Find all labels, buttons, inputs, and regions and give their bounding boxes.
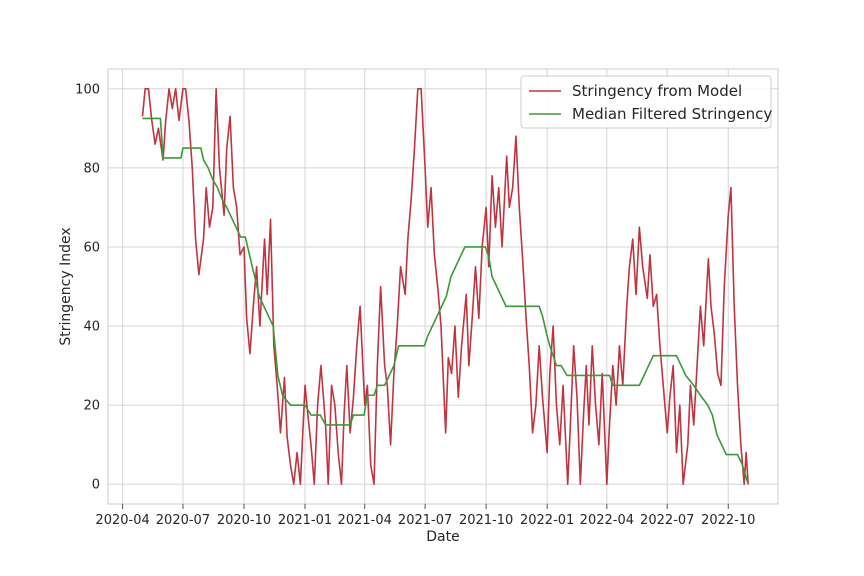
y-tick-label: 0 <box>92 478 100 493</box>
y-tick-label: 100 <box>75 82 100 97</box>
x-tick-label: 2022-01 <box>520 513 574 528</box>
x-tick-label: 2022-07 <box>640 513 694 528</box>
x-tick-label: 2021-07 <box>398 513 452 528</box>
x-tick-label: 2022-04 <box>580 513 634 528</box>
y-axis-title: Stringency Index <box>58 227 74 345</box>
y-axis: 0 20 40 60 80 100 <box>75 82 100 492</box>
legend-label-median: Median Filtered Stringency <box>572 105 772 123</box>
y-tick-label: 60 <box>83 240 100 255</box>
legend-box <box>520 75 772 129</box>
x-tick-label: 2020-10 <box>217 513 271 528</box>
x-tick-label: 2021-10 <box>459 513 513 528</box>
x-axis: 2020-04 2020-07 2020-10 2021-01 2021-04 2021-… <box>95 504 755 528</box>
y-tick-label: 80 <box>83 161 100 176</box>
series-layer <box>141 87 749 486</box>
series-line-model <box>141 87 749 486</box>
y-tick-label: 20 <box>83 399 100 414</box>
x-tick-label: 2020-07 <box>156 513 210 528</box>
x-axis-title: Date <box>426 529 459 545</box>
series-line-median <box>142 117 749 485</box>
grid-lines <box>108 69 778 504</box>
y-tick-label: 40 <box>83 320 100 335</box>
x-tick-label: 2021-04 <box>338 513 392 528</box>
x-tick-label: 2021-01 <box>278 513 332 528</box>
legend-label-model: Stringency from Model <box>572 82 742 100</box>
x-tick-label: 2020-04 <box>95 513 149 528</box>
x-tick-label: 2022-10 <box>701 513 755 528</box>
legend: Stringency from Model Median Filtered St… <box>520 75 772 129</box>
